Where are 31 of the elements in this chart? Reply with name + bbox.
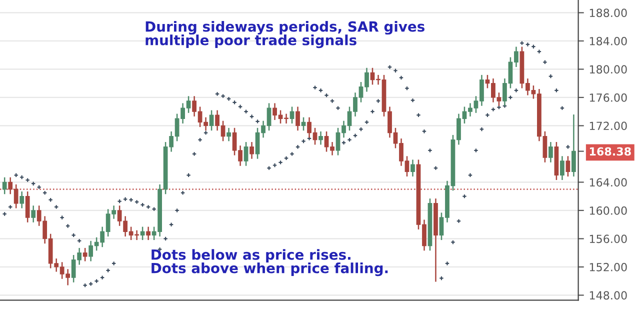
y-tick-label: 180.00 xyxy=(590,65,627,74)
candlestick xyxy=(209,110,214,131)
y-tick-label: 184.00 xyxy=(590,36,627,46)
y-tick-label: 156.00 xyxy=(590,234,627,244)
candlestick xyxy=(296,106,300,131)
candlestick xyxy=(20,191,24,208)
candlestick xyxy=(548,142,553,162)
y-tick-label: 176.00 xyxy=(590,93,627,102)
candlestick xyxy=(244,142,248,166)
candlestick xyxy=(410,160,415,176)
candlestick xyxy=(560,156,564,180)
annotation: Dots below as price rises. Dots above when price falling. xyxy=(152,249,388,276)
y-tick-label: 152.00 xyxy=(590,262,627,272)
candlestick xyxy=(2,177,7,194)
candlestick xyxy=(318,131,323,145)
candlestick xyxy=(226,128,231,142)
y-tick-label: 160.00 xyxy=(590,206,627,215)
y-tick-label: 172.00 xyxy=(590,122,627,130)
y-tick-label: 188.00 xyxy=(590,8,627,18)
y-tick-label: 148.00 xyxy=(590,291,627,300)
y-tick-label: 164.00 xyxy=(590,178,627,187)
candlestick xyxy=(31,206,36,222)
y-tick-label: 168.38 xyxy=(590,147,631,156)
annotation: During sideways periods, SAR gives multiple poor trade signals xyxy=(146,21,424,48)
candlestick xyxy=(290,106,294,124)
candlestick xyxy=(572,114,576,176)
candlestick xyxy=(25,191,30,222)
candlestick xyxy=(146,226,150,240)
candlestick xyxy=(250,142,254,159)
candlestick xyxy=(82,248,88,262)
candlestick xyxy=(566,156,570,176)
